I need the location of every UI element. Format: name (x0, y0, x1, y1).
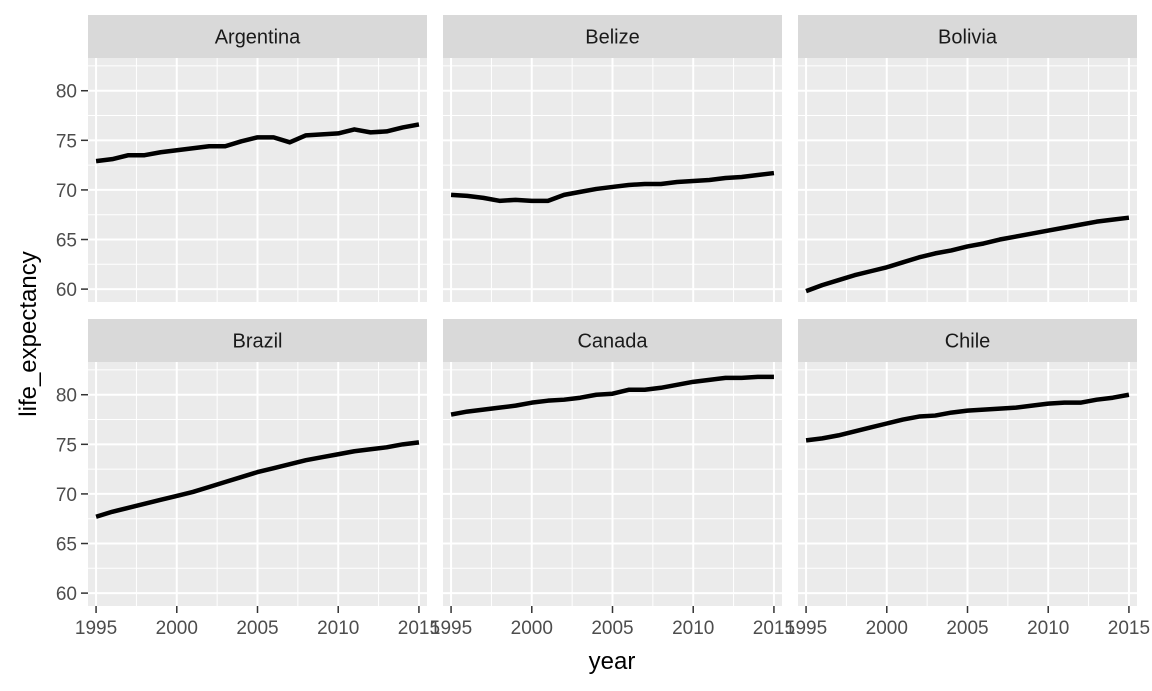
facet-panel: Canada 1995 2000 2005 2010 2015 (430, 319, 795, 639)
y-tick-label: 65 (56, 231, 77, 252)
x-tick-label: 2015 (398, 618, 440, 639)
x-tick-label: 2005 (946, 618, 988, 639)
x-tick-label: 2010 (1027, 618, 1069, 639)
x-tick-label: 2005 (591, 618, 633, 639)
facet-strip-label: Canada (577, 331, 648, 353)
facet-strip-label: Brazil (232, 331, 282, 353)
series-line (450, 374, 774, 417)
y-tick-label: 75 (56, 435, 77, 456)
x-axis-title: year (589, 648, 636, 675)
facet-strip (798, 15, 1137, 58)
facet-panel: Brazil 60 65 70 75 80 1995 2000 2005 2010 2015 (56, 319, 440, 639)
y-tick-label: 75 (56, 131, 77, 152)
facet-strip-label: Belize (585, 27, 639, 49)
facet-strip (798, 319, 1137, 362)
facet-strip (88, 319, 427, 362)
y-tick-label: 70 (56, 485, 77, 506)
x-tick-label: 2000 (156, 618, 198, 639)
y-tick-label: 80 (56, 82, 77, 103)
facet-panel: Belize (443, 15, 782, 302)
x-tick-label: 2010 (672, 618, 714, 639)
series-line (805, 215, 1130, 294)
x-tick-label: 2000 (866, 618, 908, 639)
x-tick-label: 1995 (75, 618, 117, 639)
facet-strip-label: Chile (945, 331, 991, 353)
x-tick-label: 2010 (317, 618, 359, 639)
facet-panel: Bolivia (798, 15, 1137, 302)
x-tick-label: 2005 (236, 618, 278, 639)
series-line (95, 122, 420, 164)
y-tick-label: 60 (56, 584, 77, 605)
facet-strip-label: Bolivia (938, 27, 998, 49)
y-tick-label: 60 (56, 280, 77, 301)
series-line (450, 170, 775, 204)
x-tick-label: 2015 (753, 618, 795, 639)
facet-strip (443, 319, 782, 362)
y-tick-label: 80 (56, 386, 77, 407)
x-tick-label: 2015 (1108, 618, 1150, 639)
facet-panel: Argentina 60 65 70 75 80 (56, 15, 427, 302)
x-tick-label: 2000 (511, 618, 553, 639)
y-tick-label: 70 (56, 181, 77, 202)
series-line (805, 392, 1130, 443)
series-line (95, 440, 420, 519)
facet-strip-label: Argentina (215, 27, 301, 49)
facet-panel: Chile 1995 2000 2005 2010 2015 (785, 319, 1150, 639)
y-axis-title: life_expectancy (15, 251, 42, 416)
facet-strip (88, 15, 427, 58)
y-tick-label: 65 (56, 535, 77, 556)
x-tick-label: 1995 (785, 618, 827, 639)
facet-strip (443, 15, 782, 58)
x-tick-label: 1995 (430, 618, 472, 639)
